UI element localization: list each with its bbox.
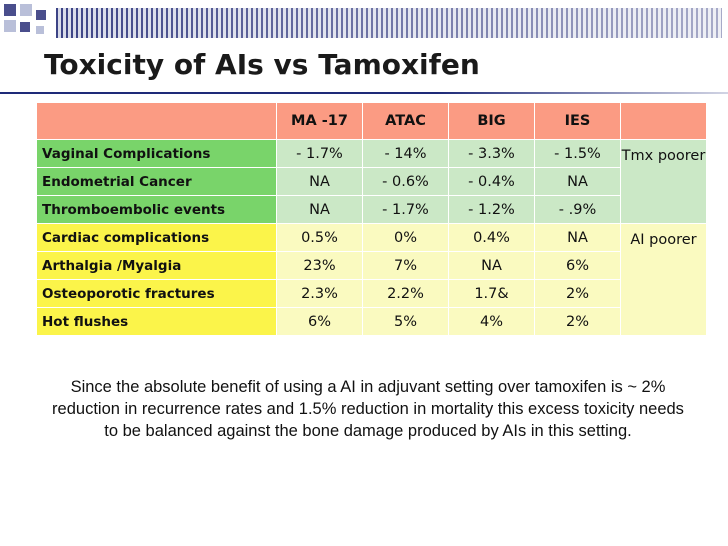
cell-value: - 1.2% <box>448 195 535 224</box>
table-row: Vaginal Complications - 1.7% - 14% - 3.3… <box>36 139 707 224</box>
table-row: Cardiac complications 0.5% 0% 0.4% NA AI… <box>36 223 707 336</box>
cell-value: 0% <box>362 223 449 252</box>
cell-value: - 0.4% <box>448 167 535 196</box>
header-cell-note <box>620 102 707 140</box>
cell-value: 4% <box>448 307 535 336</box>
row-label: Hot flushes <box>36 307 277 336</box>
table-row: Osteoporotic fractures 2.3% 2.2% 1.7& 2% <box>36 279 707 308</box>
cell-value: NA <box>534 223 621 252</box>
toxicity-table: MA -17 ATAC BIG IES Vaginal Complication… <box>36 102 707 336</box>
decor-square <box>20 4 32 16</box>
title-underline <box>0 92 728 94</box>
decor-square <box>20 22 30 32</box>
header-cell-ies: IES <box>534 102 621 140</box>
cell-value: NA <box>534 167 621 196</box>
cell-value: 2.2% <box>362 279 449 308</box>
cell-value: - 1.7% <box>362 195 449 224</box>
slide-title: Toxicity of AIs vs Tamoxifen <box>44 48 480 81</box>
cell-value: 7% <box>362 251 449 280</box>
cell-value: 6% <box>276 307 363 336</box>
table-row: Endometrial Cancer NA - 0.6% - 0.4% NA <box>36 167 707 196</box>
cell-value: - 14% <box>362 139 449 168</box>
header-cell-blank <box>36 102 277 140</box>
decor-square <box>4 20 16 32</box>
cell-value: - 1.5% <box>534 139 621 168</box>
cell-value: - 1.7% <box>276 139 363 168</box>
header-band <box>56 8 722 38</box>
group-note-tmx: Tmx poorer <box>620 139 707 224</box>
header-cell-atac: ATAC <box>362 102 449 140</box>
cell-value: NA <box>448 251 535 280</box>
decor-square <box>36 26 44 34</box>
cell-value: 2% <box>534 307 621 336</box>
table-row: Thromboembolic events NA - 1.7% - 1.2% -… <box>36 195 707 224</box>
cell-value: - .9% <box>534 195 621 224</box>
row-label: Endometrial Cancer <box>36 167 277 196</box>
header-cell-big: BIG <box>448 102 535 140</box>
cell-value: - 3.3% <box>448 139 535 168</box>
row-label: Osteoporotic fractures <box>36 279 277 308</box>
cell-value: NA <box>276 195 363 224</box>
cell-value: 0.5% <box>276 223 363 252</box>
cell-value: 23% <box>276 251 363 280</box>
cell-value: 2.3% <box>276 279 363 308</box>
table-row: Arthalgia /Myalgia 23% 7% NA 6% <box>36 251 707 280</box>
group-note-ai: AI poorer <box>620 223 707 336</box>
decor-square <box>36 10 46 20</box>
cell-value: 6% <box>534 251 621 280</box>
row-label: Arthalgia /Myalgia <box>36 251 277 280</box>
table-row: Hot flushes 6% 5% 4% 2% <box>36 307 707 336</box>
cell-value: 1.7& <box>448 279 535 308</box>
row-label: Cardiac complications <box>36 223 277 252</box>
cell-value: 5% <box>362 307 449 336</box>
summary-text: Since the absolute benefit of using a AI… <box>52 378 684 440</box>
cell-value: 0.4% <box>448 223 535 252</box>
decor-square <box>4 4 16 16</box>
table-header-row: MA -17 ATAC BIG IES <box>36 102 707 140</box>
cell-value: - 0.6% <box>362 167 449 196</box>
header-cell-ma17: MA -17 <box>276 102 363 140</box>
cell-value: NA <box>276 167 363 196</box>
row-label: Thromboembolic events <box>36 195 277 224</box>
row-label: Vaginal Complications <box>36 139 277 168</box>
cell-value: 2% <box>534 279 621 308</box>
